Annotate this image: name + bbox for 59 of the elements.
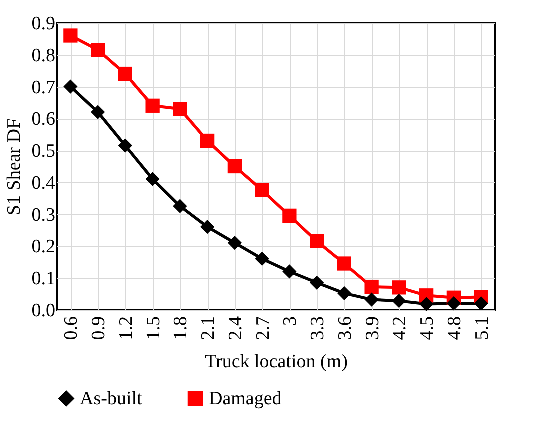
x-tick-label: 2.7	[252, 316, 274, 340]
point	[364, 292, 379, 307]
y-tick-label: 0.3	[32, 204, 56, 226]
point	[446, 296, 462, 311]
x-tick-label: 1.2	[116, 316, 137, 340]
point	[419, 297, 434, 312]
point	[364, 280, 379, 294]
point	[118, 66, 133, 82]
y-tick-label: 0.1	[32, 268, 56, 290]
y-tick-label: 0.9	[32, 14, 56, 34]
point	[173, 102, 188, 116]
x-axis-title: Truck location (m)	[205, 351, 348, 372]
point	[146, 98, 160, 113]
x-tick-label: 1.5	[143, 316, 164, 340]
x-tick-label: 3.3	[308, 316, 329, 340]
x-tick-label: 3	[280, 316, 302, 326]
x-tick-label: 2.1	[198, 316, 220, 340]
point	[90, 43, 106, 58]
point	[64, 28, 78, 43]
point	[337, 256, 352, 271]
legend-label: Damaged	[209, 388, 282, 410]
point	[228, 236, 242, 250]
point	[337, 286, 352, 300]
x-tick-label: 1.8	[170, 316, 192, 340]
point	[90, 105, 106, 120]
point	[118, 138, 133, 153]
point	[64, 80, 78, 94]
x-tick-label: 2.4	[225, 316, 246, 340]
y-tick-label: 0.8	[32, 45, 56, 66]
point	[392, 280, 406, 295]
point	[310, 276, 324, 290]
point	[255, 252, 270, 266]
point	[282, 264, 297, 279]
y-tick-label: 0.5	[32, 141, 56, 162]
y-tick-label: 0.6	[32, 109, 56, 130]
x-tick-label: 3.6	[334, 316, 356, 340]
point	[200, 220, 215, 234]
x-tick-label: 5.1	[472, 316, 493, 340]
x-tick-label: 4.2	[390, 316, 411, 340]
y-tick-label: 0.4	[32, 172, 56, 194]
y-axis-title: S1 Shear DF	[4, 118, 25, 216]
y-tick-label: 0.2	[32, 236, 56, 258]
x-tick-label: 0.6	[61, 316, 82, 340]
legend-label: As-built	[80, 388, 143, 410]
point	[474, 296, 488, 311]
point	[255, 183, 270, 198]
point	[310, 234, 324, 249]
y-tick-label: 0.0	[32, 300, 56, 322]
point	[173, 199, 188, 214]
x-tick-label: 4.5	[417, 316, 438, 340]
point	[146, 172, 160, 186]
point	[200, 134, 215, 148]
point	[282, 208, 297, 223]
point	[228, 159, 242, 174]
point	[392, 294, 406, 308]
x-tick-label: 0.9	[88, 316, 110, 340]
x-tick-label: 3.9	[362, 316, 384, 340]
y-tick-label: 0.7	[32, 77, 56, 98]
x-tick-label: 4.8	[444, 316, 466, 340]
